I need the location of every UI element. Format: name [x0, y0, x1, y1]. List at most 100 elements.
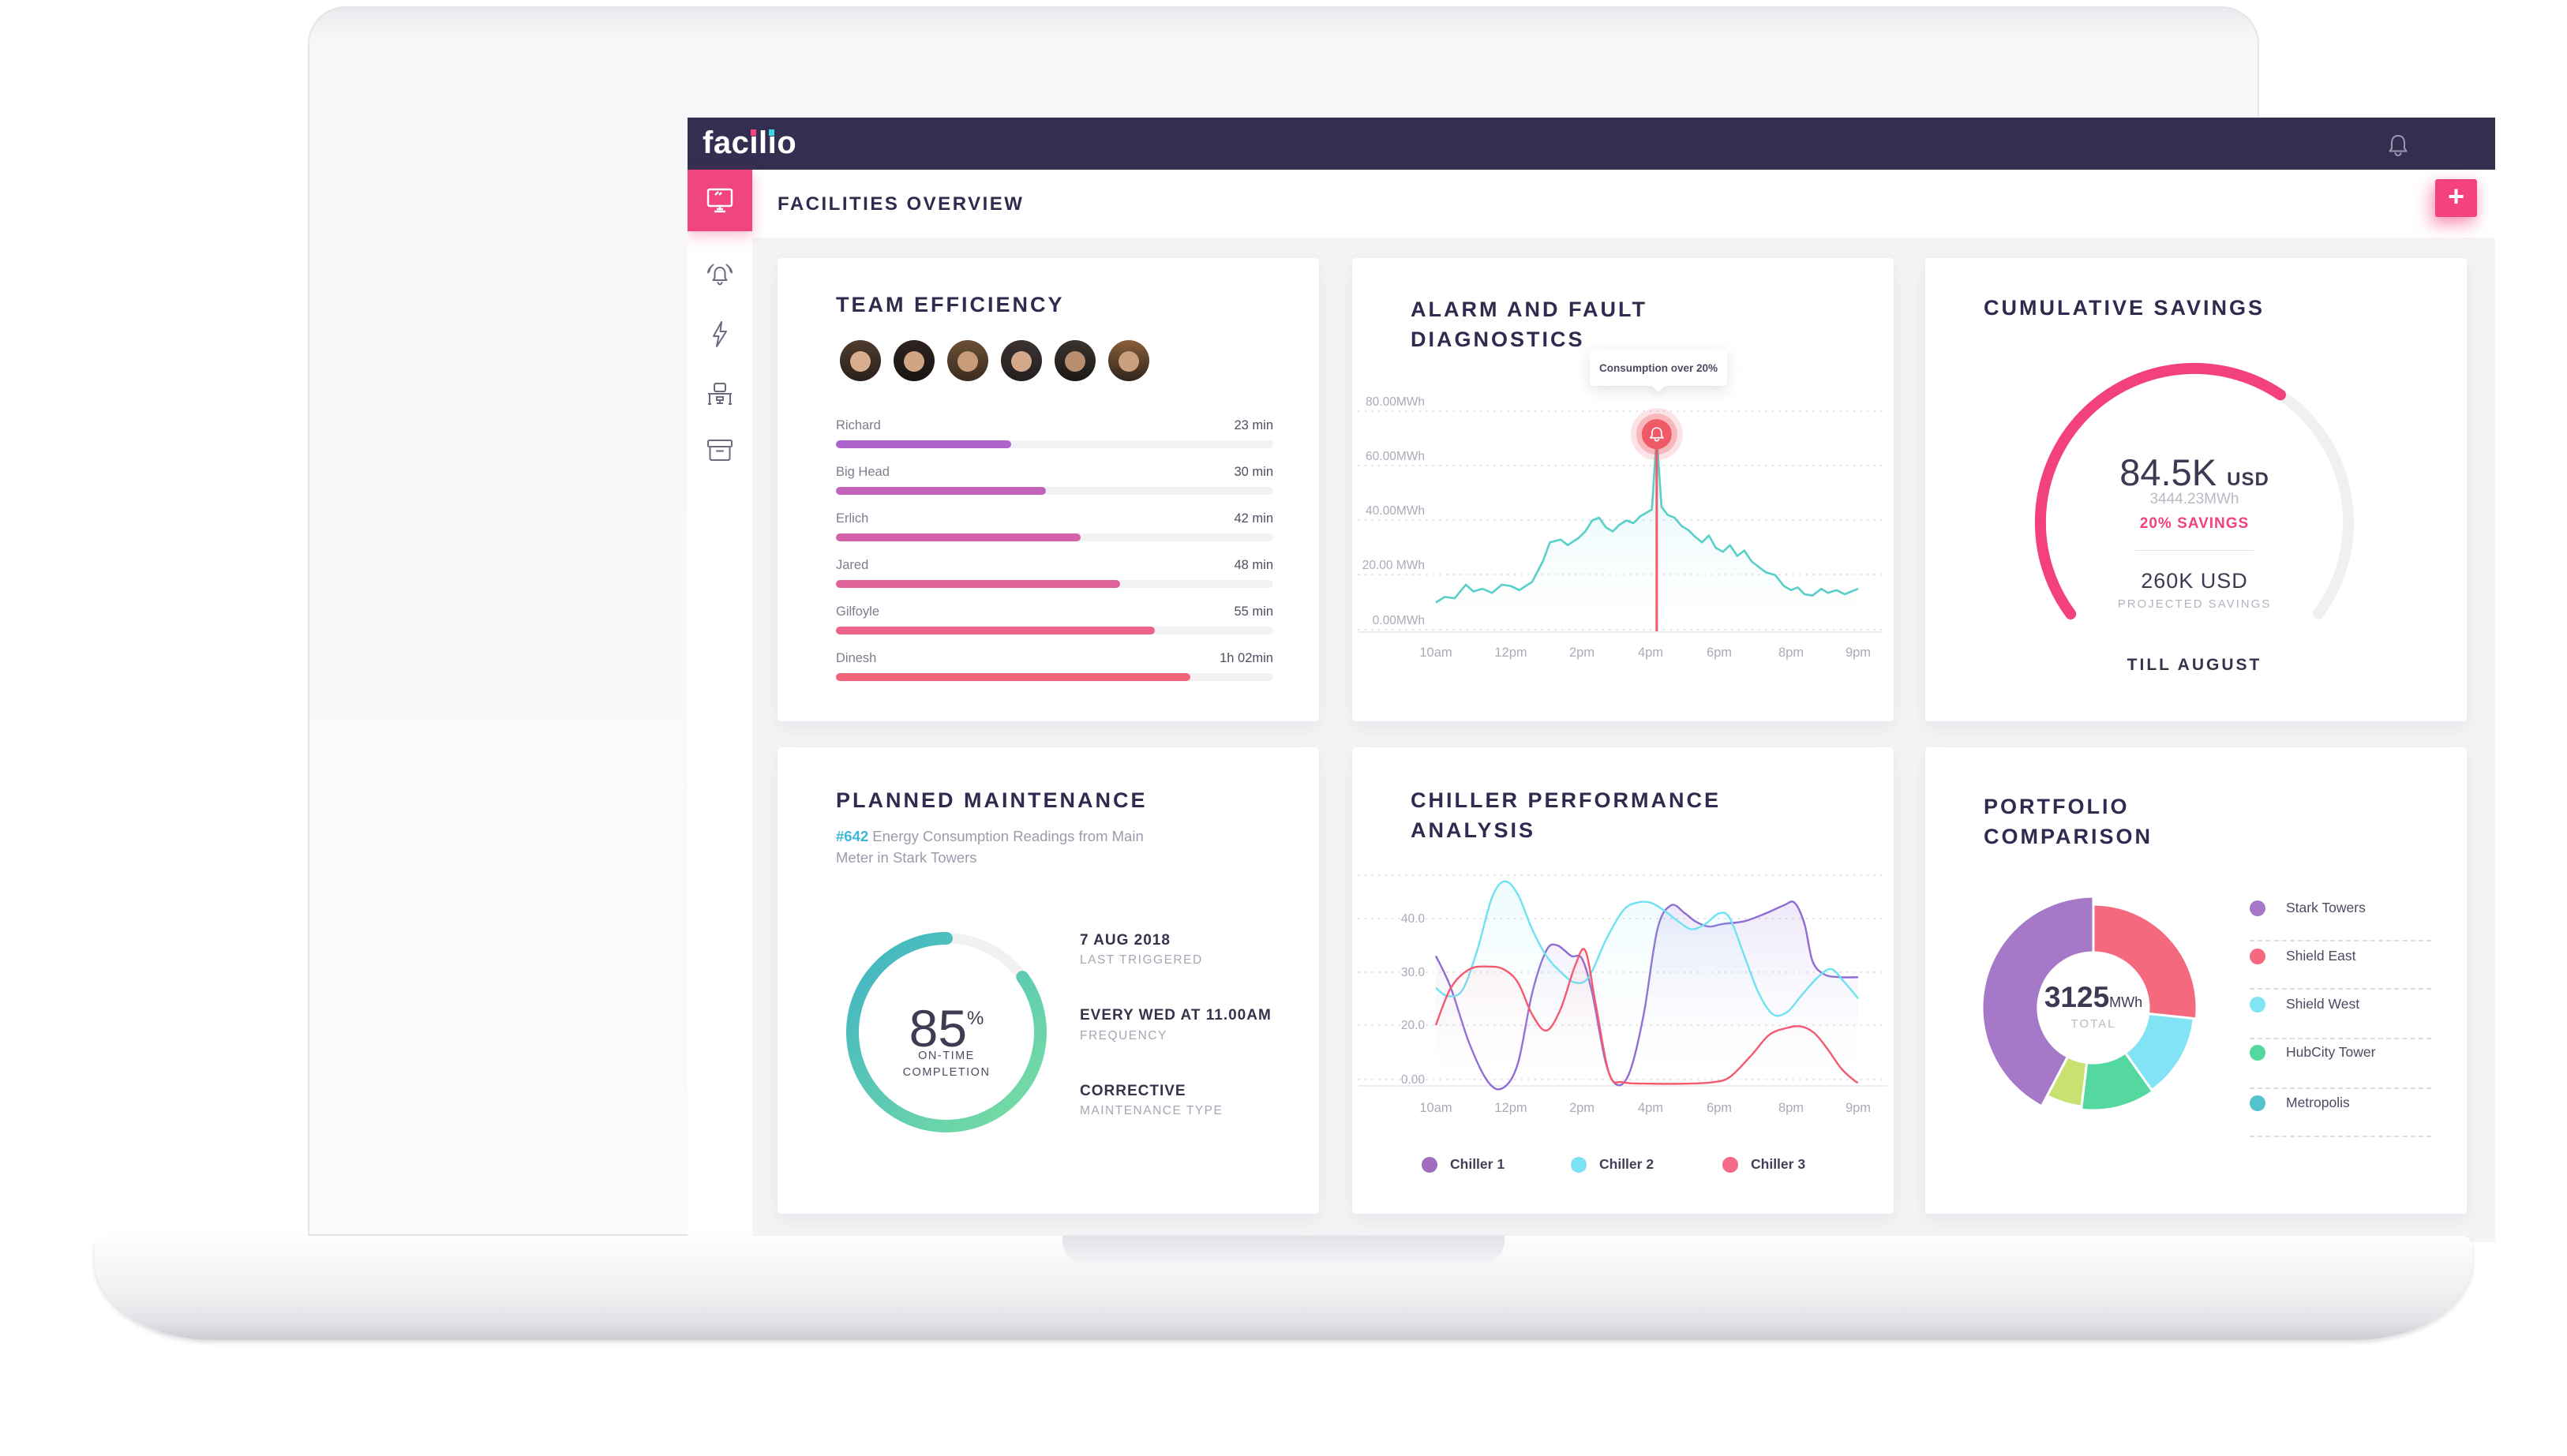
sidebar: ⚙	[688, 170, 752, 1242]
x-axis-label: 10am	[1419, 1101, 1452, 1115]
team-member-name: Richard	[836, 418, 881, 432]
alarm-marker[interactable]	[1641, 419, 1672, 450]
efficiency-bar	[836, 673, 1190, 681]
add-button[interactable]: +	[2435, 179, 2477, 217]
team-member-time: 1h 02min	[1220, 651, 1273, 665]
donut-slice-hubcity-tower[interactable]	[2079, 1051, 2155, 1112]
legend-item-hubcity-tower[interactable]: HubCity Tower	[2250, 1044, 2375, 1061]
sidebar-item-energy[interactable]	[688, 304, 752, 365]
savings-unit: USD	[2227, 469, 2269, 490]
alarm-tooltip: Consumption over 20%	[1590, 350, 1727, 386]
savings-energy: 3444.23MWh	[2149, 491, 2239, 507]
legend-dot	[1422, 1156, 1437, 1173]
x-axis-label: 10am	[1419, 646, 1452, 660]
avatar	[840, 340, 881, 381]
alarm-area-chart[interactable]: 0.00MWh 20.00 MWh 40.00MWh 60.00MWh 80.00MWh…	[1352, 258, 1894, 721]
sidebar-item-alarms[interactable]	[688, 245, 752, 306]
card-chiller-performance: CHILLER PERFORMANCE ANALYSIS 0.00 20.0 30.…	[1352, 747, 1894, 1214]
sidebar-item-workspaces[interactable]	[688, 363, 752, 425]
y-axis-label: 30.0	[1401, 966, 1426, 979]
savings-footer: TILL AUGUST	[2127, 656, 2262, 674]
efficiency-bar	[836, 627, 1156, 634]
team-member-time: 48 min	[1234, 558, 1273, 572]
alarm-bell-glyph	[1649, 427, 1664, 442]
team-member-time: 30 min	[1234, 465, 1273, 479]
completion-percent: 85%	[852, 998, 1041, 1058]
legend-item-shield-west[interactable]: Shield West	[2250, 996, 2359, 1012]
x-axis-label: 9pm	[1846, 1101, 1871, 1115]
percent-sign: %	[967, 1008, 984, 1029]
y-axis-label: 0.00MWh	[1373, 614, 1425, 627]
legend-label: Metropolis	[2286, 1095, 2350, 1110]
efficiency-bar-track	[836, 627, 1273, 634]
x-axis-label: 12pm	[1494, 1101, 1527, 1115]
portfolio-donut-chart[interactable]	[1925, 747, 2467, 1214]
x-axis-label: 12pm	[1494, 646, 1527, 660]
logo-letter: ı	[749, 125, 759, 160]
efficiency-bar-track	[836, 673, 1273, 681]
card-alarm-diagnostics: ALARM AND FAULT DIAGNOSTICS 0.00MWh 20.00…	[1352, 258, 1894, 721]
series-area	[1436, 949, 1858, 1085]
legend-label: Chiller 1	[1450, 1156, 1505, 1172]
dashboard-screen: facı lı o FACILITIES OVERVIEW +	[688, 118, 2495, 1242]
sidebar-item-inventory[interactable]	[688, 419, 752, 481]
x-axis-label: 2pm	[1569, 1101, 1595, 1115]
ring-progress	[846, 932, 1047, 1132]
legend-dot	[2250, 948, 2265, 964]
team-member-name: Big Head	[836, 465, 890, 479]
x-axis-label: 4pm	[1638, 646, 1663, 660]
donut-slice-shield-east[interactable]	[2092, 903, 2198, 1020]
facilio-logo[interactable]: facı lı o	[703, 125, 797, 160]
y-axis-label: 40.00MWh	[1366, 504, 1425, 518]
legend-item-chiller-1[interactable]: Chiller 1	[1422, 1156, 1505, 1173]
donut-center: 3125MWh TOTAL	[2014, 981, 2172, 1031]
y-axis-label: 0.00	[1401, 1073, 1426, 1087]
avatar	[1108, 340, 1149, 381]
divider	[2135, 550, 2254, 551]
legend-item-chiller-3[interactable]: Chiller 3	[1722, 1156, 1805, 1173]
sidebar-item-dashboard[interactable]	[688, 170, 752, 231]
avatar	[894, 340, 935, 381]
archive-box-icon	[707, 440, 733, 461]
card-title: PLANNED MAINTENANCE	[836, 788, 1148, 812]
ticket-link[interactable]: #642	[836, 828, 869, 844]
projected-value: 260K USD	[2141, 569, 2248, 593]
efficiency-bar-track	[836, 440, 1273, 448]
legend-item-stark-towers[interactable]: Stark Towers	[2250, 900, 2366, 916]
detail-value: EVERY WED AT 11.00AM	[1080, 1007, 1272, 1024]
x-axis-label: 2pm	[1569, 646, 1595, 660]
chiller-line-chart[interactable]: 0.00 20.0 30.0 40.0 10am 12pm 2pm 4pm 6pm 8pm 9pm	[1352, 747, 1894, 1214]
legend-separator	[2250, 940, 2431, 941]
card-title: CUMULATIVE SAVINGS	[1984, 296, 2265, 320]
x-axis-label: 9pm	[1846, 646, 1871, 660]
x-axis-label: 8pm	[1778, 646, 1804, 660]
savings-amount: 84.5K	[2119, 451, 2217, 493]
legend-item-chiller-2[interactable]: Chiller 2	[1571, 1156, 1654, 1173]
y-axis-label: 80.00MWh	[1366, 395, 1425, 409]
legend-label: Chiller 3	[1751, 1156, 1806, 1172]
team-member-time: 42 min	[1234, 511, 1273, 526]
series-line-2	[1435, 880, 1859, 1017]
avatar	[1001, 340, 1042, 381]
card-title: COMPARISON	[1984, 825, 2153, 848]
completion-ring	[846, 932, 1047, 1132]
card-title: PORTFOLIO	[1984, 795, 2130, 818]
legend-label: HubCity Tower	[2286, 1044, 2376, 1060]
notifications-bell-icon[interactable]	[2385, 132, 2411, 159]
savings-percent: 20% SAVINGS	[2139, 515, 2250, 532]
detail-label: FREQUENCY	[1080, 1029, 1167, 1042]
team-member-name: Jared	[836, 558, 869, 572]
legend-dot	[2250, 1095, 2265, 1111]
legend-dot	[1571, 1156, 1587, 1173]
card-title: ANALYSIS	[1411, 818, 1536, 842]
page-title: FACILITIES OVERVIEW	[778, 193, 1025, 215]
efficiency-bar-track	[836, 580, 1273, 588]
donut-total-label: TOTAL	[2070, 1017, 2116, 1031]
bolt-icon	[713, 321, 727, 347]
legend-separator	[2250, 1087, 2431, 1089]
legend-item-metropolis[interactable]: Metropolis	[2250, 1095, 2350, 1111]
legend-item-shield-east[interactable]: Shield East	[2250, 948, 2356, 964]
legend-separator	[2250, 988, 2431, 990]
donut-slice-stark-towers[interactable]	[1981, 895, 2095, 1108]
